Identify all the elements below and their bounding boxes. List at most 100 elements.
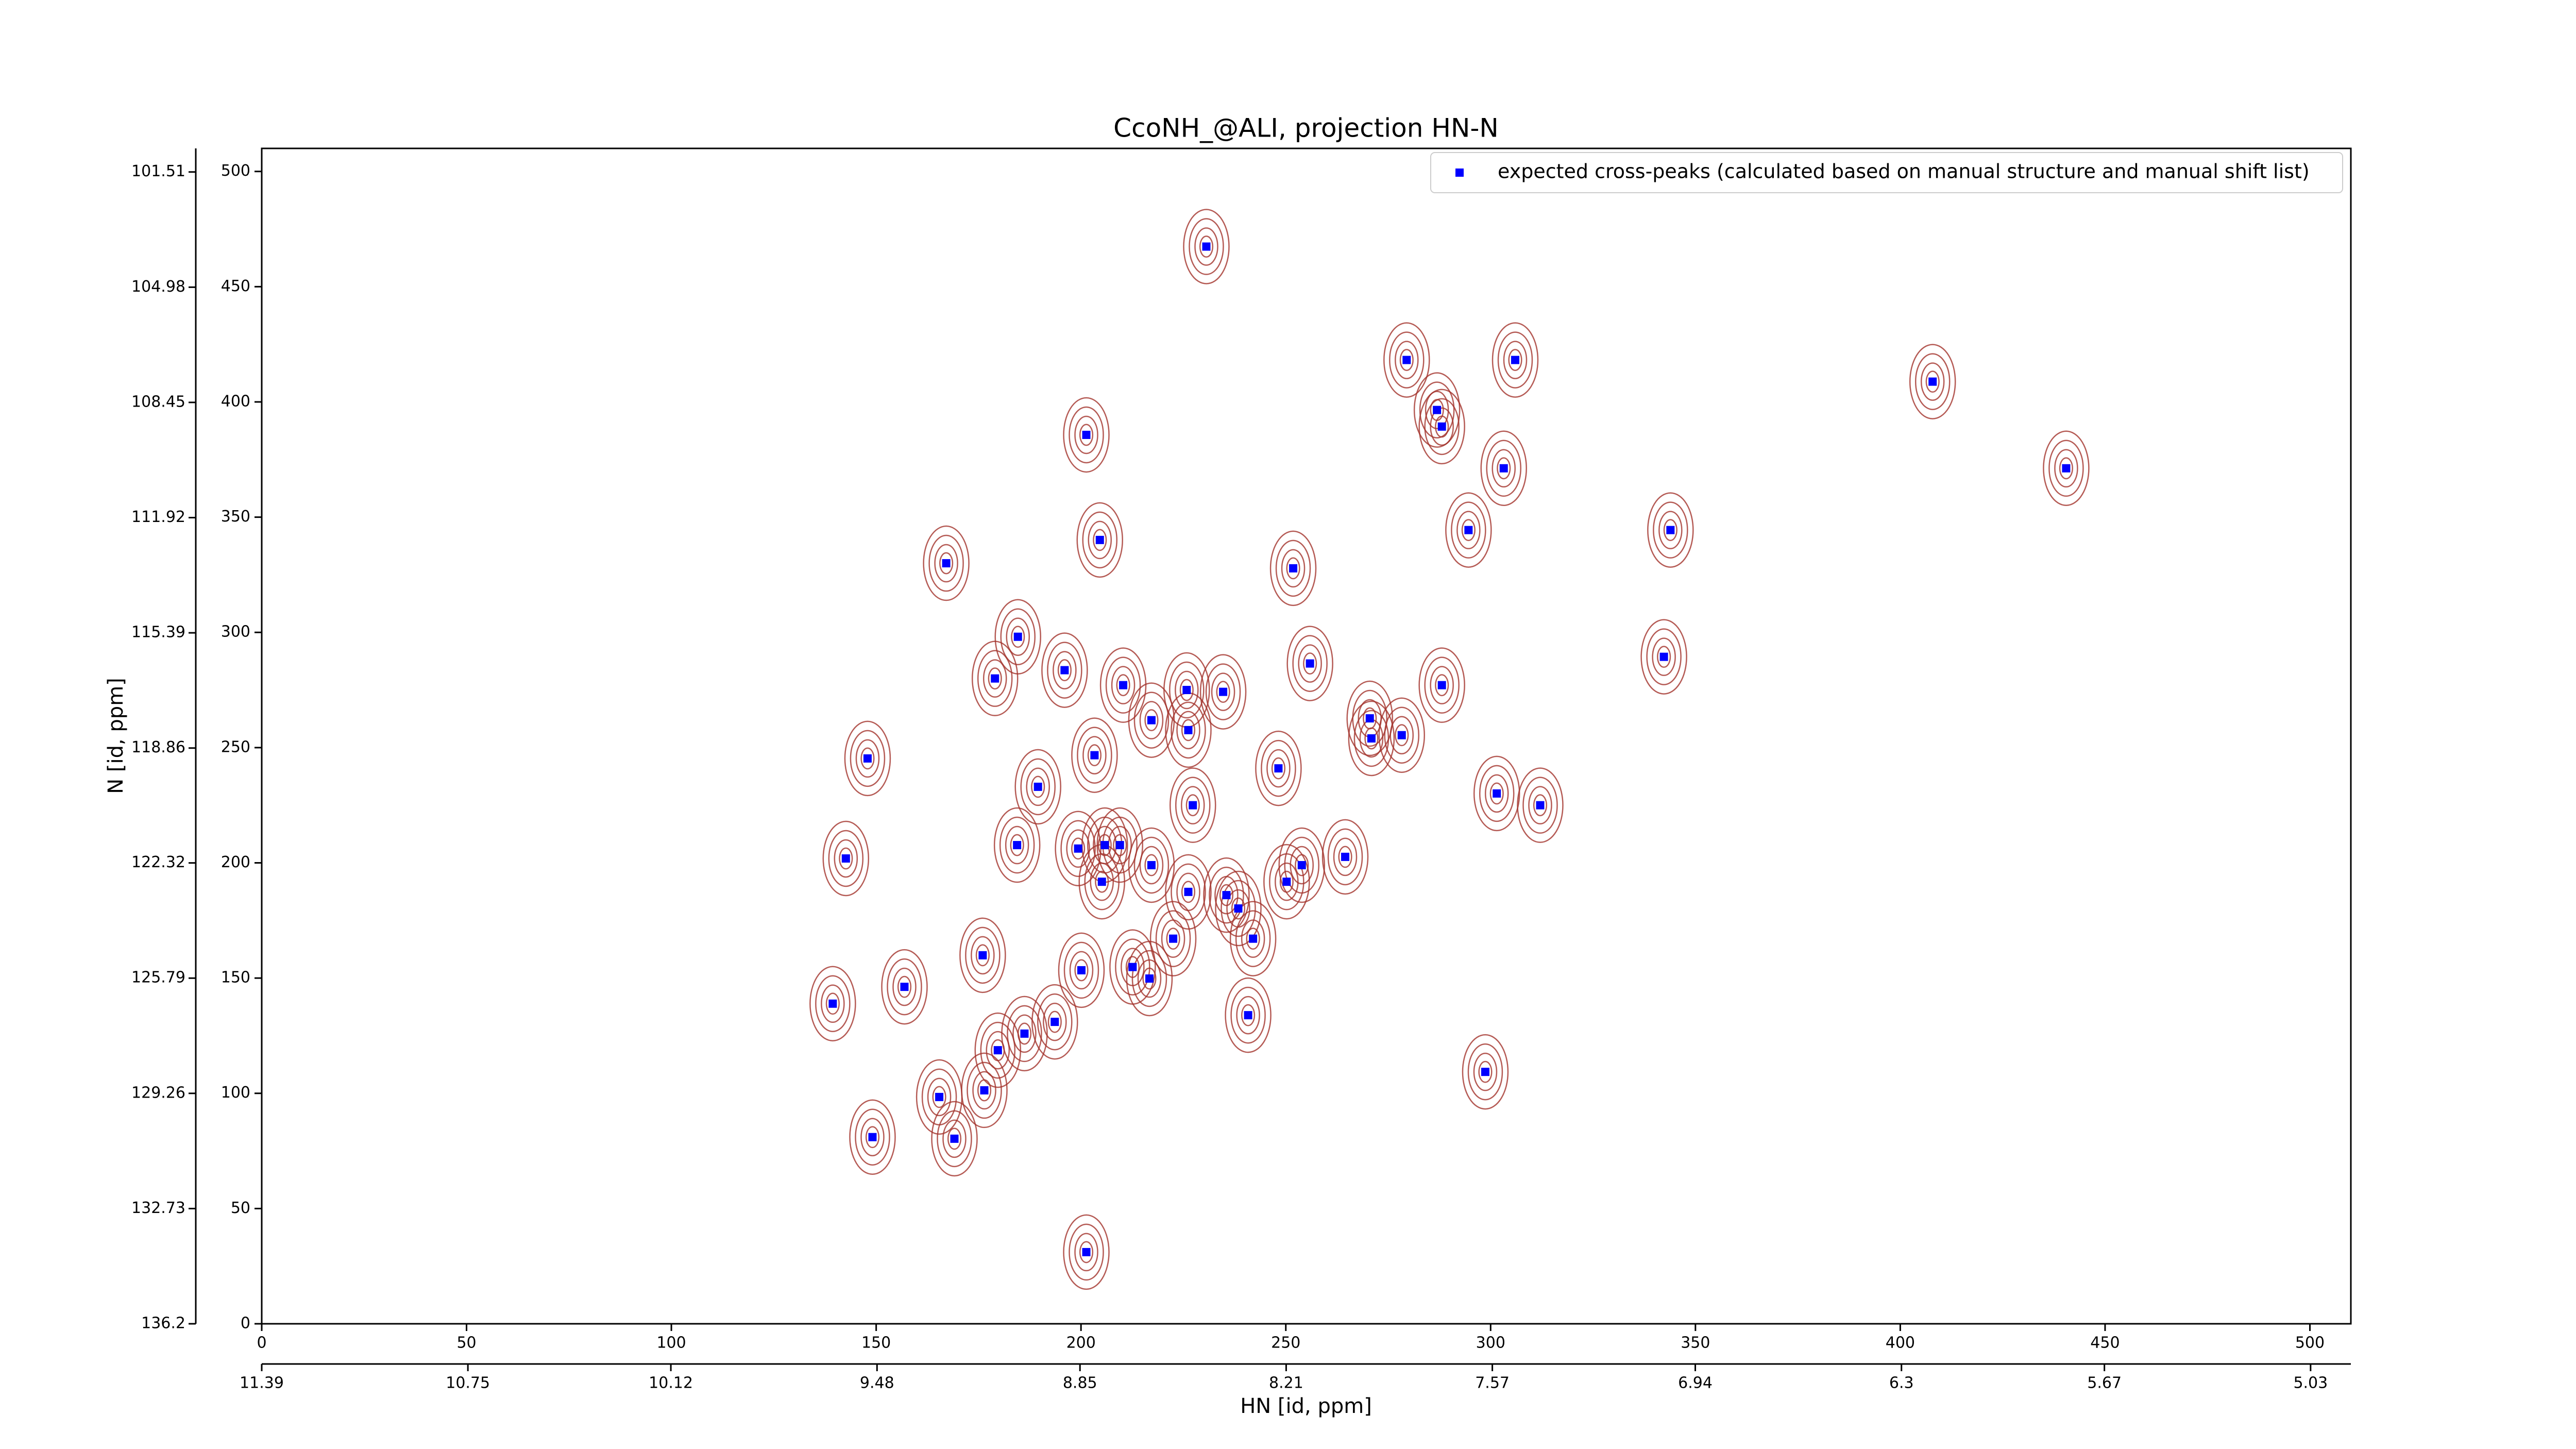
legend-label: expected cross-peaks (calculated based o… — [1498, 160, 2310, 183]
cross-peak — [1115, 841, 1124, 850]
cross-peak — [1182, 686, 1191, 695]
peak-contour — [1269, 853, 1304, 911]
peak-contour — [1230, 986, 1266, 1044]
peak-contour — [961, 1052, 1008, 1128]
peak-contour — [959, 917, 1006, 993]
peak-contour — [1133, 692, 1170, 749]
peak-contour — [1011, 626, 1025, 648]
x-tick-label: 250 — [1271, 1334, 1300, 1352]
peak-contour — [1199, 235, 1214, 258]
peak-contour — [1235, 910, 1271, 967]
cross-peak — [2062, 464, 2071, 473]
peak-contour — [967, 1062, 1002, 1119]
peak-contour — [1006, 617, 1030, 656]
peak-contour — [1920, 362, 1945, 401]
cross-peak — [1169, 934, 1178, 943]
cross-peak — [1184, 726, 1193, 734]
peak-contour — [1451, 501, 1486, 559]
cross-peak — [1274, 764, 1283, 773]
x-tick-label: 50 — [456, 1334, 476, 1352]
cross-peak — [1928, 377, 1937, 386]
x-tick-label: 0 — [257, 1334, 266, 1352]
peak-contour — [1014, 749, 1061, 825]
peak-contour — [844, 720, 891, 797]
peak-contour — [1176, 711, 1200, 750]
cross-peak — [1666, 526, 1675, 534]
peak-contour — [825, 992, 840, 1015]
cross-peak — [1145, 974, 1154, 983]
cross-peak — [1147, 861, 1156, 869]
peak-contour — [1909, 344, 1956, 419]
peak-contour — [1037, 993, 1073, 1051]
peak-contour — [1424, 656, 1460, 714]
peak-contour — [1658, 511, 1683, 549]
peak-contour — [1090, 862, 1114, 901]
peak-contour — [1171, 863, 1206, 921]
peak-contour — [1131, 950, 1167, 1007]
peak-contour — [1435, 415, 1449, 438]
peak-contour — [1084, 853, 1120, 911]
peak-contour — [1007, 1005, 1042, 1063]
peak-contour — [1053, 651, 1077, 689]
cross-peak — [1090, 751, 1099, 760]
peak-contour — [1378, 697, 1426, 773]
cross-peak — [841, 854, 850, 863]
peak-contour — [1503, 341, 1528, 379]
peak-contour — [1043, 1002, 1067, 1041]
x-tick-label: 500 — [2295, 1334, 2325, 1352]
y2-tick-label: 129.26 — [131, 1084, 185, 1102]
peak-contour — [965, 926, 1001, 984]
peak-contour — [1261, 739, 1296, 797]
peak-contour — [1346, 680, 1393, 756]
peak-contour — [1074, 959, 1089, 982]
peak-contour — [1170, 767, 1216, 843]
peak-contour — [1093, 529, 1107, 551]
peak-contour — [1497, 457, 1511, 480]
cross-peak — [1119, 681, 1128, 689]
peak-contour — [1413, 372, 1461, 448]
cross-peak — [1082, 430, 1091, 439]
y2-tick-label: 115.39 — [131, 624, 185, 642]
cross-peak — [1659, 652, 1668, 661]
peak-contour — [1128, 682, 1175, 758]
x-axis-label: HN [id, ppm] — [1240, 1394, 1372, 1418]
peak-contour — [865, 1126, 880, 1149]
peak-contour — [939, 552, 954, 575]
peak-contour — [1389, 331, 1425, 389]
peak-contour — [977, 1079, 992, 1102]
peak-contour — [923, 525, 970, 601]
peak-contour — [1144, 709, 1159, 732]
peak-contour — [1246, 928, 1260, 950]
cross-peak — [1493, 789, 1501, 798]
peak-contour — [931, 1101, 978, 1177]
legend-marker — [1455, 169, 1464, 177]
peak-contour — [1914, 353, 1951, 410]
cross-peak — [1100, 841, 1109, 850]
peak-contour — [1031, 776, 1045, 798]
series — [809, 209, 2090, 1290]
peak-contour — [839, 847, 853, 870]
peak-contour — [1497, 331, 1533, 389]
x2-tick-label: 11.39 — [240, 1374, 284, 1392]
peak-contour — [1263, 844, 1310, 920]
peak-contour — [1389, 716, 1414, 754]
peak-contour — [1069, 951, 1094, 990]
peak-contour — [822, 820, 870, 897]
peak-contour — [1364, 727, 1379, 750]
peak-contour — [934, 544, 958, 583]
peak-contour — [1286, 557, 1300, 580]
y-tick-label: 400 — [221, 392, 250, 410]
peak-contour — [1069, 406, 1104, 464]
peak-contour — [1418, 647, 1465, 723]
peak-contour — [1229, 901, 1277, 976]
peak-contour — [1071, 837, 1086, 860]
peak-contour — [1031, 984, 1078, 1060]
cross-peak — [1297, 861, 1306, 869]
peak-contour — [1133, 836, 1170, 894]
x-tick-label: 200 — [1066, 1334, 1096, 1352]
cross-peak — [935, 1092, 944, 1101]
cross-peak — [1222, 891, 1231, 900]
peak-contour — [1292, 635, 1328, 692]
x-tick-label: 300 — [1476, 1334, 1505, 1352]
peak-contour — [1281, 549, 1306, 588]
